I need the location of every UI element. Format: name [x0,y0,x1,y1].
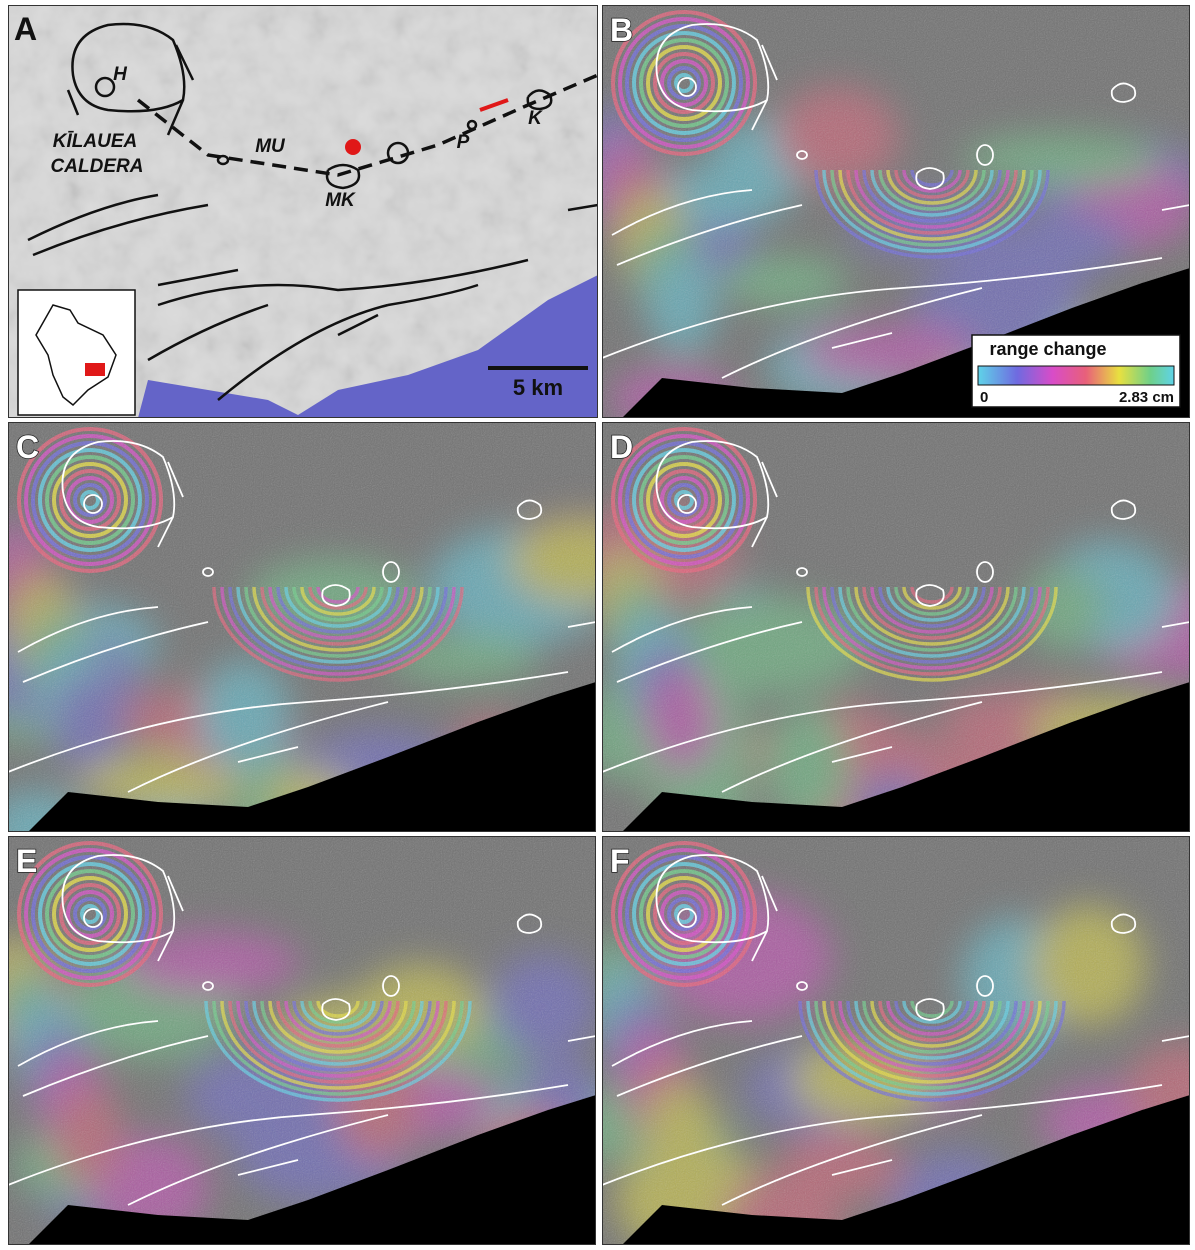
map-label: P [457,132,470,153]
panel-label: F [610,843,630,879]
interferogram-panel [533,836,1195,1250]
legend-title: range change [989,339,1106,359]
vent-marker [345,139,361,155]
inset-map [18,290,135,415]
panel-label: E [16,843,37,879]
interferogram-panel [0,836,629,1245]
study-area [85,363,105,376]
figure: H KĪLAUEA CALDERA MU MK P K 5 km A B C D E F… [0,0,1195,1250]
legend-max: 2.83 cm [1119,389,1174,406]
panel-label: D [610,429,633,465]
legend-colorbar [978,366,1174,385]
interferogram-panel [0,422,673,869]
map-label: K [528,108,543,129]
interferogram-panel [566,422,1195,863]
map-label: MU [255,136,286,157]
map-label: CALDERA [51,156,144,177]
legend: range change 0 2.83 cm [972,335,1180,407]
map-label: KĪLAUEA [53,131,137,152]
scale-label: 5 km [513,375,563,400]
legend-min: 0 [980,389,988,406]
panel-a [8,5,598,418]
map-label: H [113,64,128,85]
map-label: MK [325,190,356,211]
panel-label: C [16,429,39,465]
panel-label: B [610,12,633,48]
panel-label: A [14,11,37,47]
